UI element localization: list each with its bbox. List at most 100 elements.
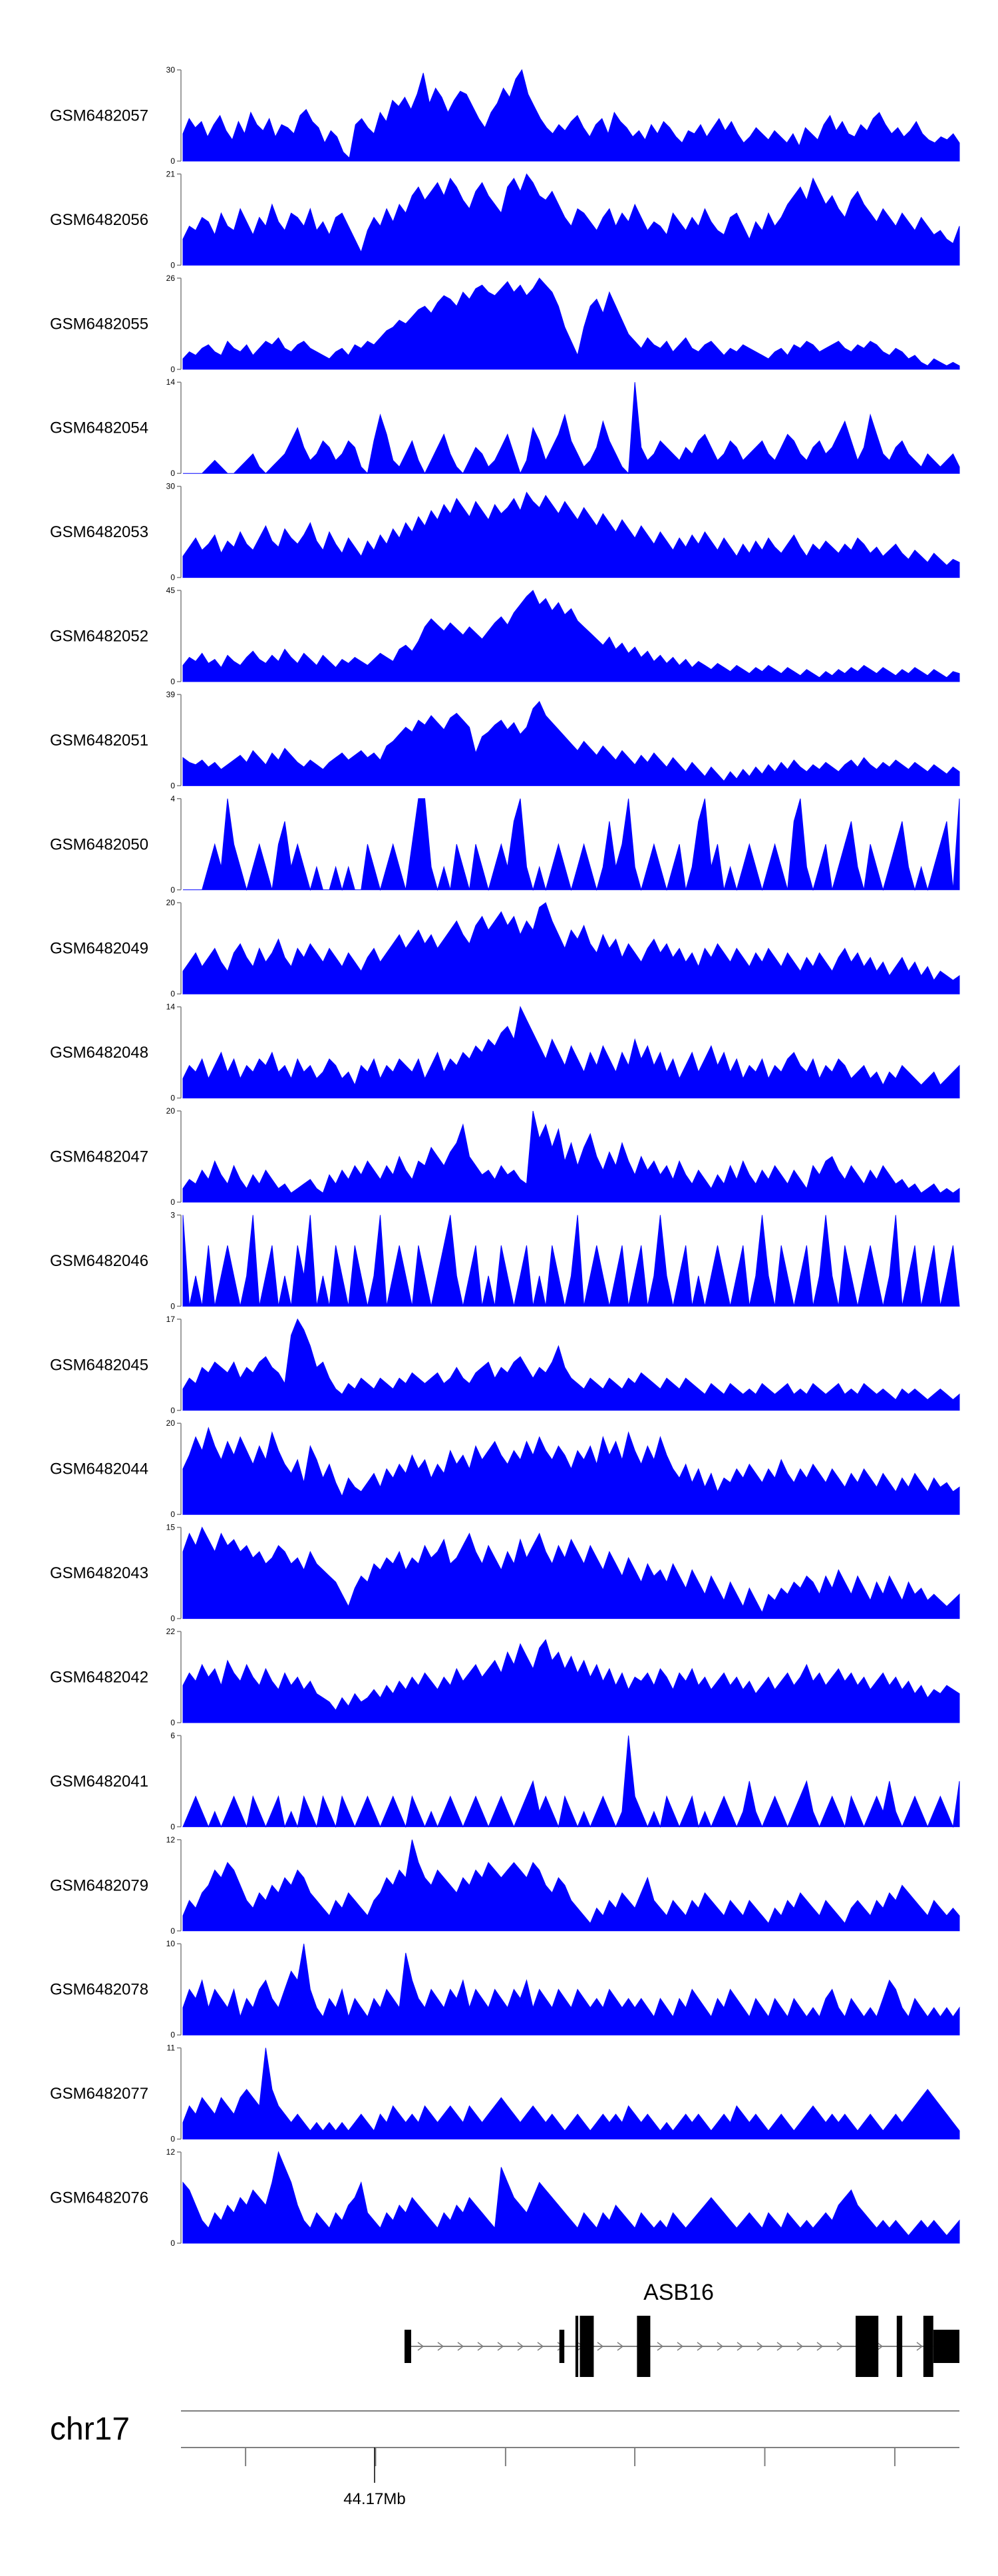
exon-2 (575, 2316, 579, 2377)
gene-track: ASB16 (405, 2280, 959, 2377)
coverage-area (182, 590, 960, 682)
y-tick-label-max: 21 (166, 169, 176, 178)
track-GSM6482046: GSM6482046 3 0 (50, 1210, 960, 1311)
strand-arrow (457, 2342, 464, 2351)
exon-6 (896, 2316, 903, 2377)
strand-arrow (537, 2342, 544, 2351)
y-tick-label-zero: 0 (170, 1822, 175, 1831)
track-GSM6482057: GSM6482057 30 0 (50, 65, 960, 166)
track-GSM6482048: GSM6482048 14 0 (50, 1002, 960, 1103)
coverage-area (182, 1215, 960, 1307)
y-tick-label-max: 17 (166, 1315, 176, 1324)
strand-arrow (617, 2342, 624, 2351)
strand-arrow (677, 2342, 684, 2351)
genome-axis-ticks (245, 2448, 896, 2466)
exon-1 (559, 2330, 565, 2363)
track-label: GSM6482048 (50, 1044, 148, 1062)
y-tick-label-zero: 0 (170, 677, 175, 686)
y-tick-label-zero: 0 (170, 1510, 175, 1519)
track-label: GSM6482076 (50, 2189, 148, 2207)
track-GSM6482052: GSM6482052 45 0 (50, 586, 960, 686)
y-tick-label-zero: 0 (170, 365, 175, 374)
track-label: GSM6482052 (50, 628, 148, 646)
gene-name-label: ASB16 (643, 2280, 714, 2305)
exon-utr (405, 2330, 411, 2363)
y-tick-label-zero: 0 (170, 1197, 175, 1207)
strand-arrow (776, 2342, 784, 2351)
y-tick-label-zero: 0 (170, 989, 175, 998)
y-tick-label-max: 45 (166, 586, 176, 595)
track-GSM6482047: GSM6482047 20 0 (50, 1106, 960, 1207)
track-GSM6482041: GSM6482041 6 0 (50, 1731, 960, 1831)
track-GSM6482055: GSM6482055 26 0 (50, 274, 960, 374)
coverage-area (182, 1735, 960, 1828)
y-tick-label-max: 14 (166, 377, 176, 387)
y-tick-label-max: 26 (166, 274, 176, 283)
track-label: GSM6482042 (50, 1669, 148, 1687)
strand-arrow (836, 2342, 844, 2351)
coverage-area (182, 1110, 960, 1203)
strand-arrow (796, 2342, 804, 2351)
track-label: GSM6482050 (50, 835, 148, 853)
strand-arrow (717, 2342, 724, 2351)
chromosome-label: chr17 (50, 2412, 130, 2447)
track-GSM6482051: GSM6482051 39 0 (50, 690, 960, 790)
chromosome-axis: chr17 44.17Mb (50, 2410, 959, 2508)
coverage-area (182, 1639, 960, 1723)
strand-arrow (697, 2342, 704, 2351)
y-tick-label-max: 12 (166, 2147, 176, 2157)
exon-3prime (933, 2330, 959, 2363)
track-label: GSM6482047 (50, 1148, 148, 1166)
y-tick-label-zero: 0 (170, 781, 175, 790)
y-tick-label-max: 11 (167, 2043, 176, 2053)
track-GSM6482056: GSM6482056 21 0 (50, 169, 960, 270)
y-tick-label-max: 20 (166, 1418, 176, 1428)
strand-arrow (417, 2342, 424, 2351)
gene-model-asb16 (405, 2316, 959, 2377)
y-tick-label-zero: 0 (170, 2135, 175, 2144)
track-label: GSM6482041 (50, 1773, 148, 1791)
strand-arrow (517, 2342, 524, 2351)
y-tick-label-max: 15 (166, 1523, 176, 1532)
strand-arrow (597, 2342, 604, 2351)
coverage-area (183, 798, 960, 891)
y-tick-label-max: 12 (166, 1835, 176, 1844)
track-label: GSM6482045 (50, 1356, 148, 1374)
track-label: GSM6482079 (50, 1876, 148, 1894)
y-tick-label-max: 14 (166, 1002, 176, 1012)
y-tick-label-zero: 0 (170, 260, 175, 270)
track-label: GSM6482046 (50, 1252, 148, 1270)
coverage-area (183, 382, 960, 475)
coverage-area (182, 1944, 960, 2036)
coverage-area (182, 1426, 960, 1515)
coverage-area (182, 1526, 960, 1619)
track-GSM6482042: GSM6482042 22 0 (50, 1627, 960, 1727)
track-GSM6482054: GSM6482054 14 0 (50, 377, 960, 478)
strand-arrow (876, 2342, 884, 2351)
y-tick-label-zero: 0 (170, 156, 175, 166)
track-label: GSM6482054 (50, 419, 148, 437)
strand-arrow (737, 2342, 744, 2351)
track-label: GSM6482078 (50, 1981, 148, 1999)
track-GSM6482053: GSM6482053 30 0 (50, 482, 960, 582)
y-tick-label-zero: 0 (170, 885, 175, 895)
strand-arrow (437, 2342, 444, 2351)
track-label: GSM6482056 (50, 211, 148, 229)
track-label: GSM6482055 (50, 315, 148, 333)
y-tick-label-max: 4 (170, 794, 175, 803)
track-label: GSM6482051 (50, 732, 148, 750)
coverage-area (182, 277, 960, 370)
y-tick-label-max: 20 (166, 898, 176, 907)
strand-arrow (477, 2342, 484, 2351)
track-label: GSM6482043 (50, 1564, 148, 1582)
y-tick-label-zero: 0 (170, 469, 175, 478)
y-tick-label-zero: 0 (170, 1094, 175, 1103)
strand-arrow (916, 2342, 923, 2351)
coverage-area (182, 902, 960, 994)
y-tick-label-max: 3 (170, 1210, 175, 1219)
track-GSM6482079: GSM6482079 12 0 (50, 1835, 960, 1936)
track-GSM6482049: GSM6482049 20 0 (50, 898, 960, 998)
y-tick-label-zero: 0 (170, 1718, 175, 1727)
strand-arrow (756, 2342, 764, 2351)
